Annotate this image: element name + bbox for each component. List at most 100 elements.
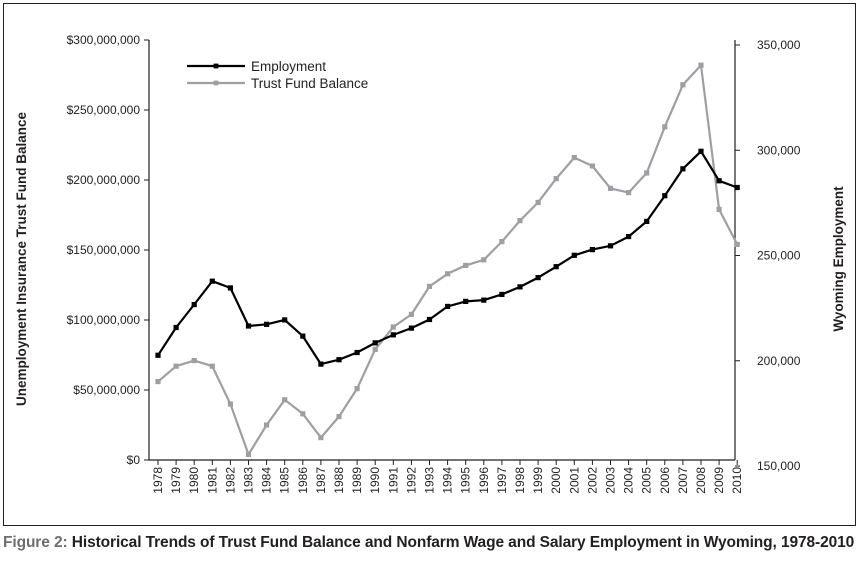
trust-fund-balance-point (680, 82, 686, 88)
chart-frame (3, 3, 856, 526)
employment-point (354, 349, 360, 356)
trust-fund-balance-point (734, 241, 740, 247)
x-tick-label: 2002 (585, 467, 599, 494)
employment-point (535, 275, 541, 281)
trust-fund-balance-point (426, 283, 433, 289)
x-tick-label: 1987 (314, 467, 328, 494)
figure-caption-label: Figure 2: (3, 534, 68, 551)
figure-caption: Figure 2: Historical Trends of Trust Fun… (3, 534, 854, 552)
trust-fund-balance-point (173, 363, 179, 369)
employment-point (390, 332, 396, 338)
left-y-axis-title: Unemployment Insurance Trust Fund Balanc… (14, 111, 29, 406)
x-tick-label: 1997 (495, 467, 509, 494)
legend-employment-marker (213, 63, 219, 69)
employment-point (300, 333, 306, 339)
trust-fund-balance-point (716, 206, 722, 212)
x-tick-label: 2003 (604, 467, 618, 494)
trust-fund-balance-point (698, 62, 704, 68)
right-y-tick-label: 200,000 (757, 354, 801, 368)
x-tick-label: 1993 (423, 467, 437, 494)
x-tick-label: 1985 (278, 467, 292, 494)
trust-fund-balance-point (589, 163, 595, 169)
trust-fund-balance-point (517, 218, 523, 224)
dual-axis-line-chart: $0 $50,000,000 $100,000,000 $150,000,000 $20… (14, 33, 846, 494)
employment-point (336, 357, 342, 363)
trust-fund-balance-point (571, 155, 577, 161)
trust-fund-balance-point (354, 386, 360, 392)
x-tick-label: 1996 (477, 467, 491, 494)
x-tick-label: 1989 (350, 467, 364, 494)
employment-point (481, 297, 487, 303)
right-y-tick-label: 350,000 (757, 38, 801, 52)
trust-fund-balance-point (644, 170, 650, 176)
x-tick-label: 1986 (296, 467, 310, 494)
x-tick-label: 2005 (640, 467, 654, 494)
trust-fund-balance-point (463, 262, 469, 268)
employment-point (698, 148, 704, 154)
trust-fund-balance-point (662, 124, 668, 130)
trust-fund-balance-point (445, 271, 451, 277)
x-tick-label: 1998 (513, 467, 527, 494)
trust-fund-balance-point (227, 401, 233, 407)
employment-point (191, 301, 197, 308)
employment-point (318, 361, 324, 367)
left-y-tick-label: $100,000,000 (67, 313, 141, 327)
trust-fund-balance-series-line (157, 64, 739, 456)
x-tick-label: 2007 (676, 467, 690, 494)
trust-fund-balance-point (300, 411, 306, 417)
employment-point (607, 243, 614, 249)
legend-trust-fund-balance-label: Trust Fund Balance (251, 76, 368, 91)
employment-series-line (157, 150, 738, 366)
trust-fund-balance-point (282, 397, 288, 403)
left-y-tick-label: $200,000,000 (67, 173, 141, 187)
trust-fund-balance-point (372, 346, 378, 352)
x-tick-label: 2009 (712, 467, 726, 494)
employment-point (209, 278, 215, 284)
x-tick-label: 1984 (260, 467, 274, 494)
trust-fund-balance-point (626, 190, 632, 196)
x-tick-label: 1978 (151, 467, 165, 494)
trust-fund-balance-point (155, 379, 161, 385)
employment-point (426, 316, 433, 323)
employment-point (626, 233, 632, 240)
x-tick-label: 1994 (441, 467, 455, 494)
trust-fund-balance-point (481, 257, 487, 263)
right-y-tick-label: 150,000 (757, 459, 801, 473)
employment-point (734, 184, 740, 191)
x-tick-label: 2006 (658, 467, 672, 494)
x-tick-label: 1980 (187, 467, 201, 494)
employment-point (517, 284, 523, 290)
trust-fund-balance-point (607, 185, 614, 191)
right-y-tick-label: 250,000 (757, 249, 801, 263)
x-tick-label: 2008 (694, 467, 708, 494)
x-tick-label: 1995 (459, 467, 473, 494)
left-y-tick-label: $0 (127, 453, 141, 467)
employment-point (372, 340, 378, 346)
left-y-tick-label: $300,000,000 (67, 33, 141, 47)
employment-point (227, 285, 233, 291)
trust-fund-balance-point (535, 199, 541, 205)
left-y-tick-label: $250,000,000 (67, 103, 141, 117)
employment-point (282, 317, 288, 323)
x-tick-label: 1992 (404, 467, 418, 494)
employment-point (571, 252, 577, 258)
trust-fund-balance-point (209, 363, 215, 369)
employment-point (680, 166, 686, 172)
employment-point (245, 323, 252, 329)
employment-point (408, 325, 414, 331)
trust-fund-balance-point (408, 311, 414, 317)
trust-fund-balance-point (553, 176, 559, 182)
employment-point (644, 218, 650, 224)
trust-fund-balance-point (336, 414, 342, 420)
x-tick-label: 1988 (332, 467, 346, 494)
employment-point (155, 352, 161, 358)
x-tick-label: 2001 (567, 467, 581, 494)
x-tick-label: 2010 (730, 467, 744, 494)
legend-employment-label: Employment (251, 59, 326, 74)
x-tick-label: 1990 (368, 467, 382, 494)
x-tick-label: 1979 (169, 467, 183, 494)
trust-fund-balance-point (191, 358, 197, 364)
employment-point (662, 193, 668, 199)
x-tick-label: 2000 (549, 467, 563, 494)
employment-point (589, 247, 595, 253)
